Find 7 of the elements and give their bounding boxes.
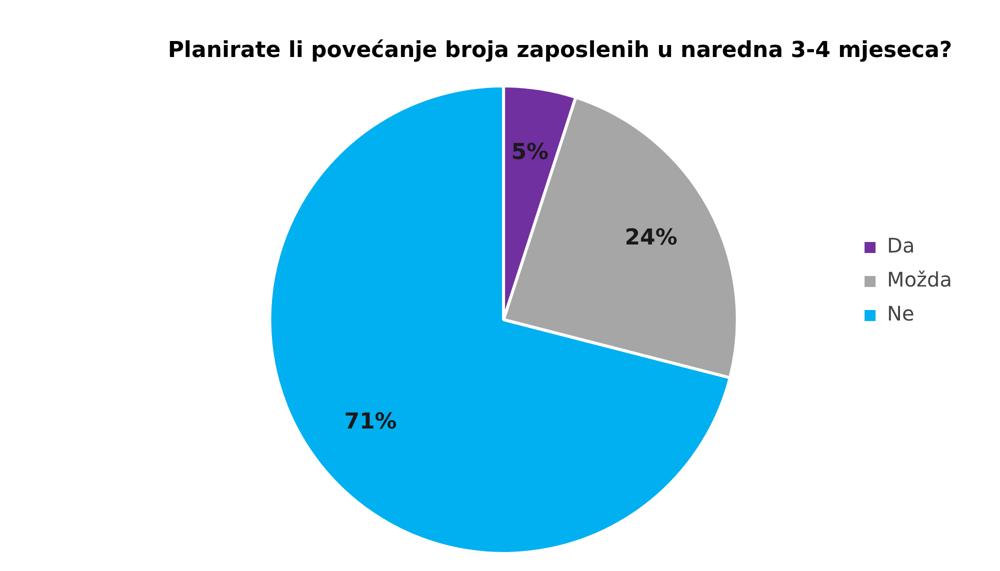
legend-label: Možda xyxy=(887,268,952,292)
legend-label: Da xyxy=(887,234,915,258)
data-label: 24% xyxy=(624,225,678,250)
chart-title: Planirate li povećanje broja zaposlenih u naredna 3-4 mjeseca? xyxy=(168,38,952,63)
legend-label: Ne xyxy=(887,302,914,326)
data-label: 71% xyxy=(344,410,397,435)
data-label: 5% xyxy=(511,140,549,166)
